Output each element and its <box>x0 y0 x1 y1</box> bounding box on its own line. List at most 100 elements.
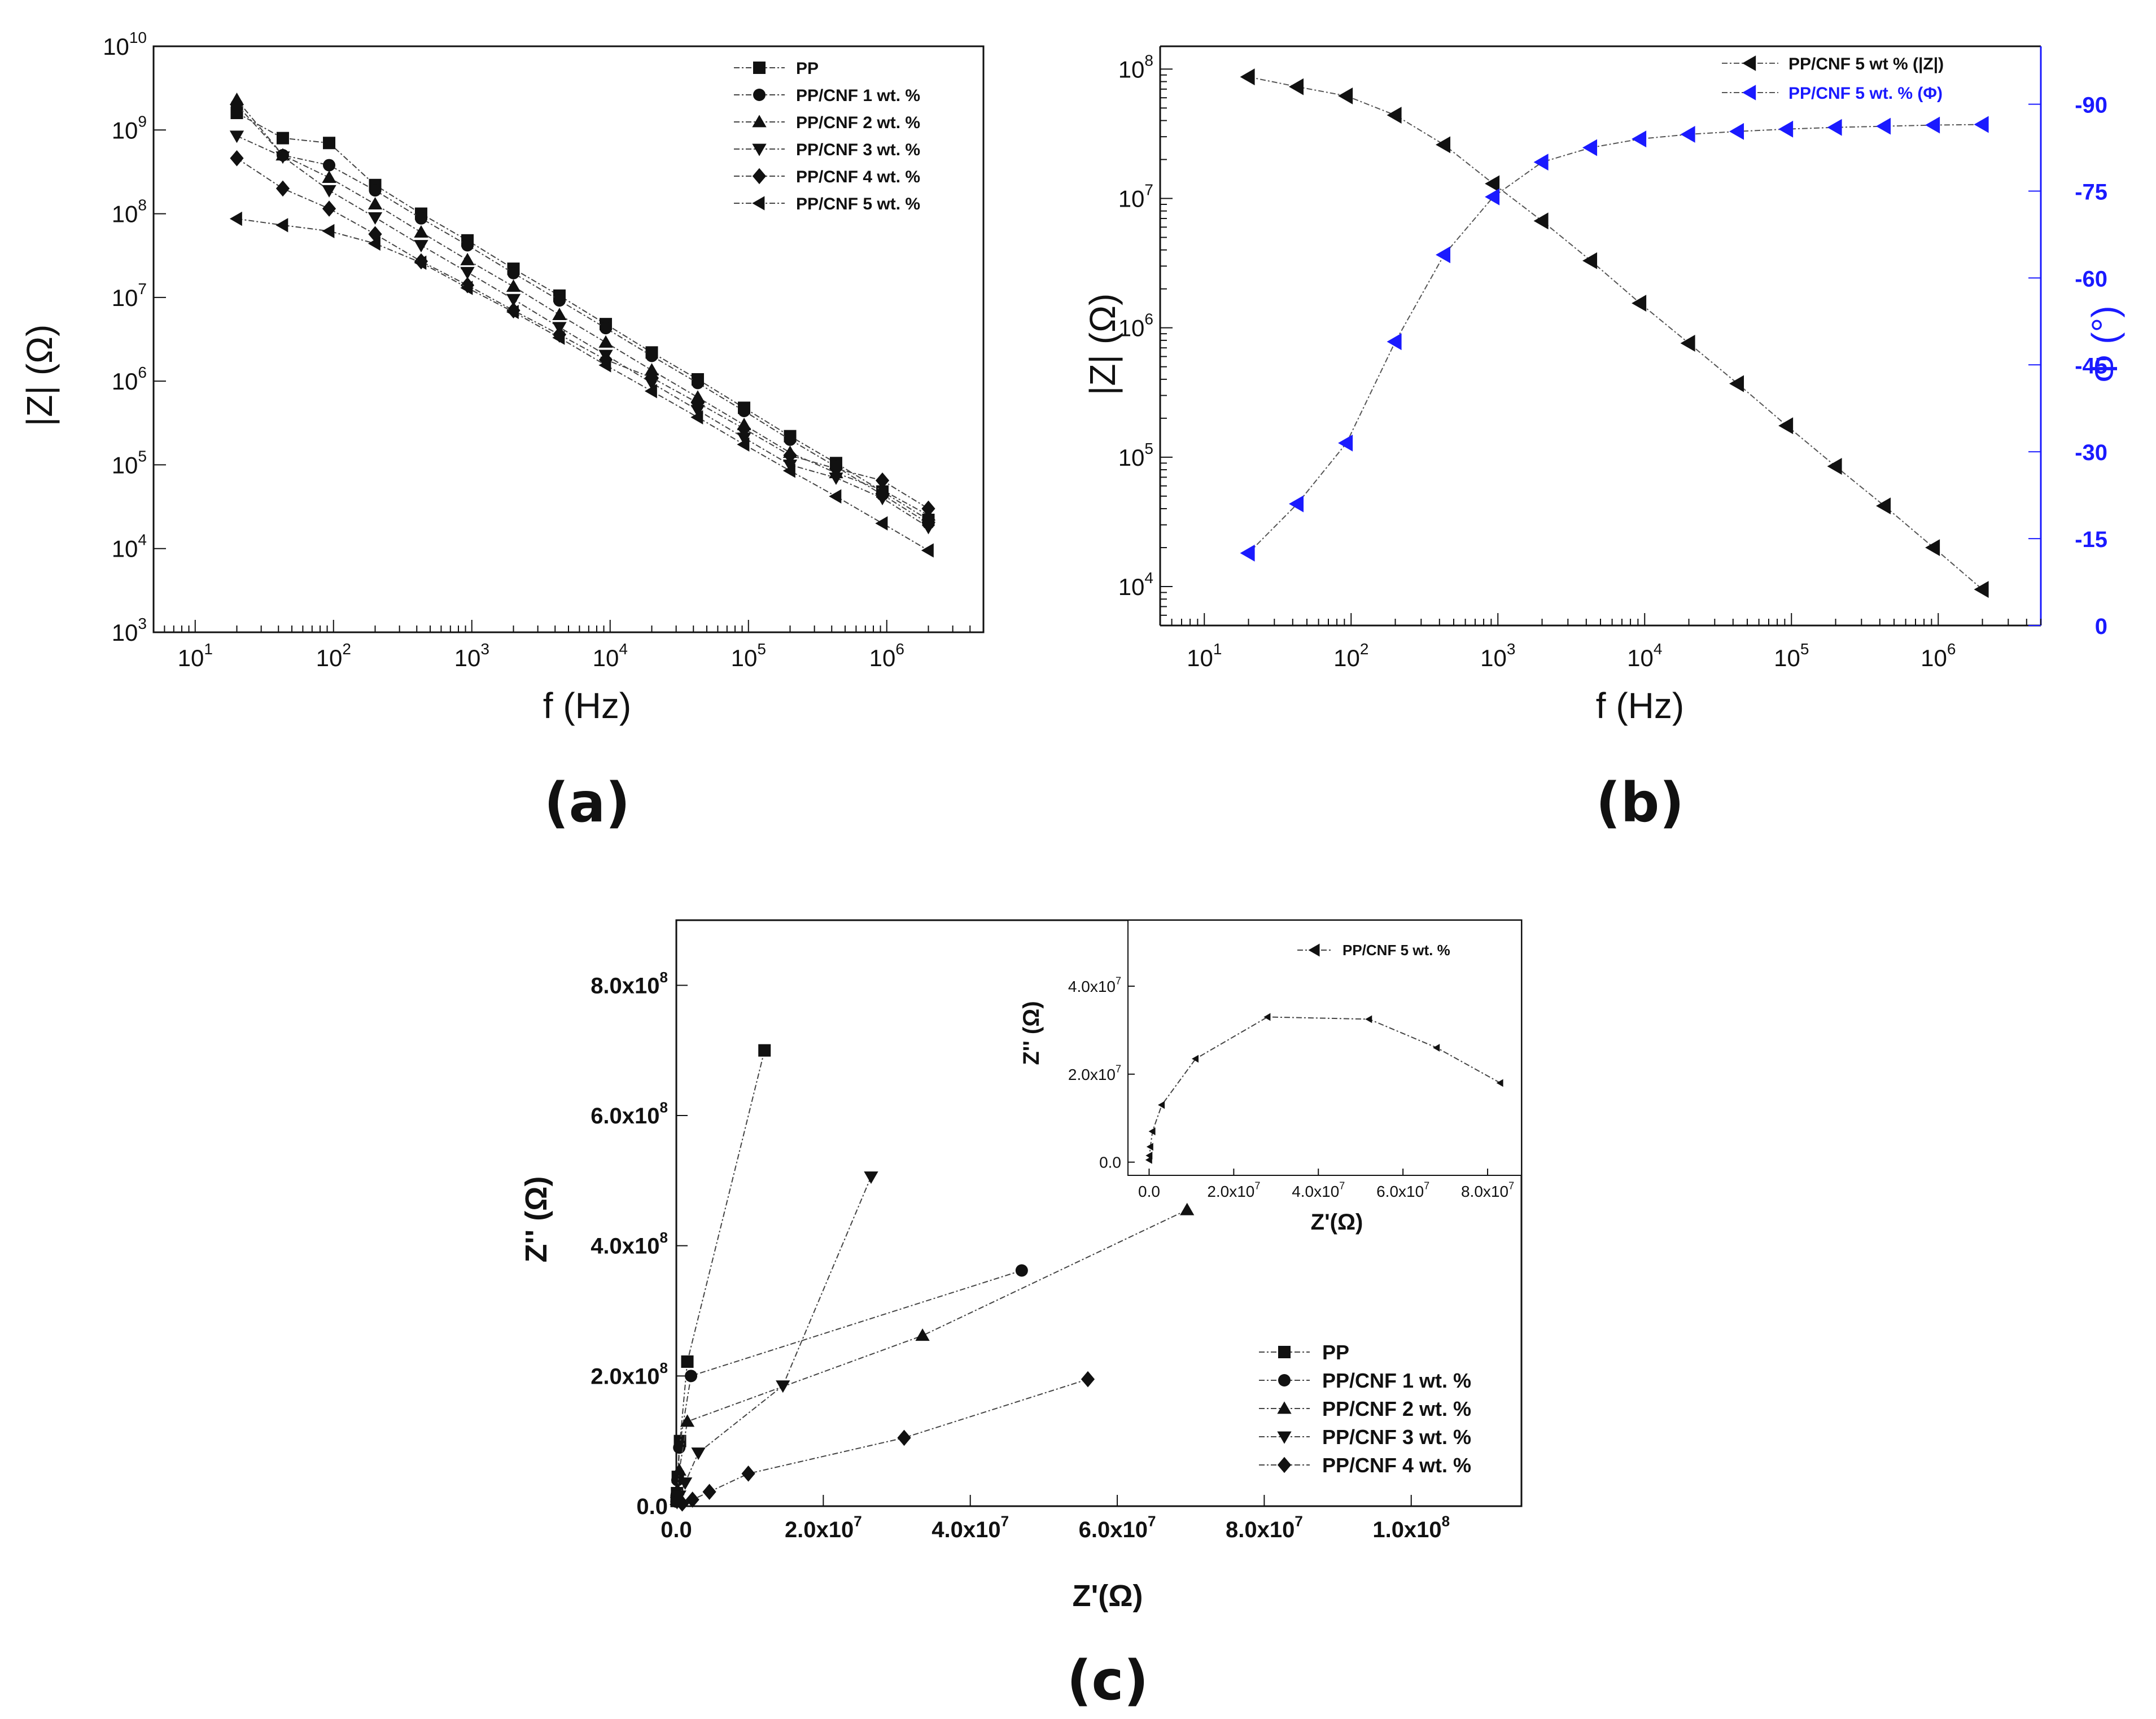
panel-c-inset-ytick-label: 0.0 <box>1099 1154 1121 1171</box>
panel-b-data-point <box>1485 188 1500 205</box>
panel-c-data-point <box>741 1466 755 1482</box>
panel-a-data-point <box>369 184 382 197</box>
panel-a-data-point <box>875 483 890 496</box>
panel-a-data-point <box>598 358 611 373</box>
panel-b-data-point <box>1680 335 1695 352</box>
panel-a-ylabel: |Z| (Ω) <box>19 325 60 427</box>
panel-a-data-point <box>784 433 797 446</box>
panel-c-legend-marker <box>1277 1431 1292 1444</box>
panel-b-xtick-label: 102 <box>1333 640 1368 671</box>
panel-a-legend-marker <box>753 62 766 74</box>
panel-c-data-point <box>758 1044 771 1057</box>
panel-a-data-point <box>921 543 934 558</box>
panel-c-inset-data-point <box>1263 1013 1271 1021</box>
panel-c-legend-label: PP/CNF 2 wt. % <box>1322 1397 1471 1420</box>
panel-a-ytick-label: 107 <box>112 280 147 311</box>
panel-a-data-point <box>230 150 244 167</box>
panel-b-data-point <box>1876 117 1891 135</box>
panel-a-xtick-label: 101 <box>178 640 213 671</box>
panel-a-data-point <box>552 307 567 320</box>
panel-a-legend-marker <box>752 143 767 156</box>
panel-b-data-point <box>1387 107 1402 124</box>
panel-c-inset-legend-label: PP/CNF 5 wt. % <box>1342 942 1450 959</box>
panel-a-legend-marker <box>752 196 765 211</box>
panel-a-xlabel: f (Hz) <box>543 685 631 726</box>
panel-c-inset-data-point <box>1148 1127 1156 1135</box>
panel-b-data-point <box>1338 434 1353 452</box>
panel-a-data-point <box>645 349 658 362</box>
panel-b-data-point <box>1240 68 1255 86</box>
chart-panel-a: 101 102 103 104 105 106 103 104 105 106 107 108 109 1… <box>19 29 985 834</box>
panel-b-data-point <box>1680 126 1695 143</box>
panel-a-data-point <box>460 252 475 265</box>
panel-a-data-point <box>460 266 475 279</box>
panel-c-xlabel: Z'(Ω) <box>1072 1579 1143 1613</box>
panel-a-data-point <box>738 405 751 418</box>
panel-b-data-point <box>1876 497 1891 515</box>
panel-a-legend-marker <box>752 168 767 185</box>
panel-a-data-point <box>275 180 290 197</box>
panel-c-xtick-label: 0.0 <box>661 1517 692 1542</box>
panel-b-data-point <box>1925 116 1940 134</box>
panel-b-data-point <box>1827 458 1842 475</box>
panel-c-data-point <box>680 1414 695 1427</box>
panel-a-data-point <box>414 225 428 238</box>
panel-b-series-line <box>1248 76 1983 590</box>
panel-c-label: (c) <box>1067 1649 1149 1712</box>
panel-c-legend-marker <box>1278 1346 1291 1358</box>
panel-b-data-point <box>1925 539 1940 556</box>
panel-a-xtick-label: 106 <box>869 640 904 671</box>
panel-a-data-point <box>323 159 336 172</box>
panel-a-data-point <box>322 200 336 217</box>
panel-c-data-point <box>685 1491 699 1508</box>
panel-c-data-point <box>897 1429 911 1446</box>
panel-a-series-line <box>237 135 929 528</box>
panel-a-series-line <box>237 112 929 520</box>
panel-c-inset-legend-marker <box>1308 943 1320 957</box>
panel-c-inset: 0.0 2.0x107 4.0x107 6.0x107 8.0x107 0.0 2.0x10… <box>1068 920 1522 1201</box>
panel-a-series-line <box>236 99 929 516</box>
panel-c-ytick-label: 2.0x108 <box>591 1359 668 1389</box>
panel-a-xtick-label: 104 <box>593 640 628 671</box>
panel-b-ytick-label: 107 <box>1118 181 1153 212</box>
panel-a-legend-label: PP/CNF 5 wt. % <box>796 195 920 213</box>
panel-c-data-point <box>776 1380 790 1393</box>
panel-a-data-point <box>460 281 473 295</box>
panel-a-series-line <box>236 158 929 509</box>
panel-b-data-point <box>1827 119 1842 136</box>
panel-a-ytick-label: 108 <box>112 196 147 228</box>
panel-c-ytick-label: 0.0 <box>636 1494 668 1519</box>
panel-b-data-point <box>1338 87 1353 104</box>
panel-c-xtick-label: 8.0x107 <box>1226 1513 1303 1543</box>
panel-c-data-point <box>675 1495 689 1512</box>
panel-c-data-point <box>672 1490 686 1503</box>
panel-b-data-point <box>1436 246 1451 264</box>
panel-b-data-point <box>1778 417 1794 435</box>
panel-a-data-point <box>644 363 659 376</box>
panel-b-data-point <box>1582 139 1598 156</box>
panel-c-xtick-label: 2.0x107 <box>785 1513 862 1543</box>
panel-b-y2tick-label: -90 <box>2075 93 2107 118</box>
panel-a-series-line <box>236 104 929 524</box>
panel-b-data-point <box>1387 333 1402 351</box>
panel-a-xtick-label: 103 <box>454 640 489 671</box>
panel-c-data-point <box>1180 1202 1195 1215</box>
panel-a-data-point <box>414 255 427 270</box>
panel-a-legend-label: PP/CNF 1 wt. % <box>796 86 920 105</box>
panel-a-data-point <box>229 211 242 226</box>
panel-a-xtick-label: 105 <box>731 640 766 671</box>
panel-a-ytick-label: 1010 <box>103 29 147 60</box>
panel-a-data-point <box>507 266 520 279</box>
panel-b-label: (b) <box>1596 771 1684 834</box>
panel-a-data-point <box>368 197 383 210</box>
panel-c-legend-marker <box>1278 1374 1291 1386</box>
panel-a-data-point <box>783 447 797 463</box>
panel-b-xtick-label: 106 <box>1921 640 1956 671</box>
panel-a-data-point <box>875 516 888 531</box>
panel-a-data-point <box>414 212 427 225</box>
panel-c-data-point <box>691 1447 706 1460</box>
panel-a-data-point <box>368 212 383 225</box>
panel-c-frame <box>675 919 1523 1507</box>
panel-c-inset-xtick-label: 8.0x107 <box>1461 1180 1514 1201</box>
